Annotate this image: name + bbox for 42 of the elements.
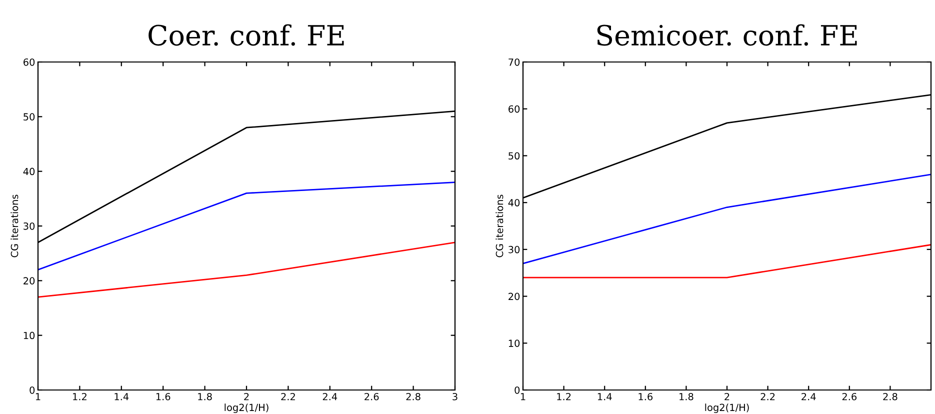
y-tick-label: 30	[508, 246, 520, 254]
chart-title: Semicoer. conf. FE	[597, 24, 857, 46]
y-tick-label: 60	[24, 58, 35, 66]
y-tick-label: 50	[24, 113, 35, 120]
x-tick-label: 1.4	[114, 393, 129, 400]
x-tick-label: 2.2	[281, 392, 295, 400]
x-tick-label: 1.2	[73, 392, 86, 400]
x-tick-label: 2.6	[842, 392, 857, 400]
x-tick-label: 2.4	[802, 392, 816, 400]
y-tick-label: 10	[24, 332, 35, 340]
y-tick-label: 0	[30, 386, 35, 394]
y-axis-title: CG iterations	[496, 194, 504, 258]
y-tick-label: 30	[24, 222, 35, 230]
x-tick-label: 1.4	[598, 393, 612, 400]
x-tick-label: 1.8	[198, 392, 212, 400]
x-tick-label: 1.8	[680, 392, 694, 400]
y-tick-label: 20	[508, 292, 520, 300]
x-tick-label: 1.6	[156, 392, 170, 400]
y-tick-label: 0	[514, 386, 520, 394]
x-tick-label: 2	[724, 392, 730, 400]
x-tick-label: 2.8	[406, 392, 420, 400]
y-tick-label: 40	[23, 168, 35, 176]
chart-title: Coer. conf. FE	[148, 24, 344, 46]
x-tick-label: 1	[36, 393, 40, 400]
y-tick-label: 10	[508, 340, 520, 347]
y-tick-label: 70	[508, 58, 520, 66]
y-tick-label: 20	[24, 277, 35, 284]
x-tick-label: 1.6	[638, 392, 653, 400]
y-tick-label: 60	[508, 105, 520, 113]
x-tick-label: 3	[452, 392, 458, 400]
x-tick-label: 1.2	[557, 392, 571, 400]
x-tick-label: 2.2	[760, 392, 775, 400]
x-tick-label: 2.8	[883, 392, 898, 400]
y-tick-label: 40	[508, 199, 520, 206]
y-tick-label: 50	[508, 152, 520, 160]
x-axis-title: log2(1/H)	[705, 404, 749, 413]
x-tick-label: 1	[520, 393, 526, 400]
x-tick-label: 2.4	[322, 392, 338, 400]
x-tick-label: 2	[244, 392, 249, 400]
x-tick-label: 2.6	[364, 392, 379, 400]
y-axis-title: CG iterations	[10, 194, 18, 258]
x-axis-title: log2(1/H)	[224, 404, 268, 413]
